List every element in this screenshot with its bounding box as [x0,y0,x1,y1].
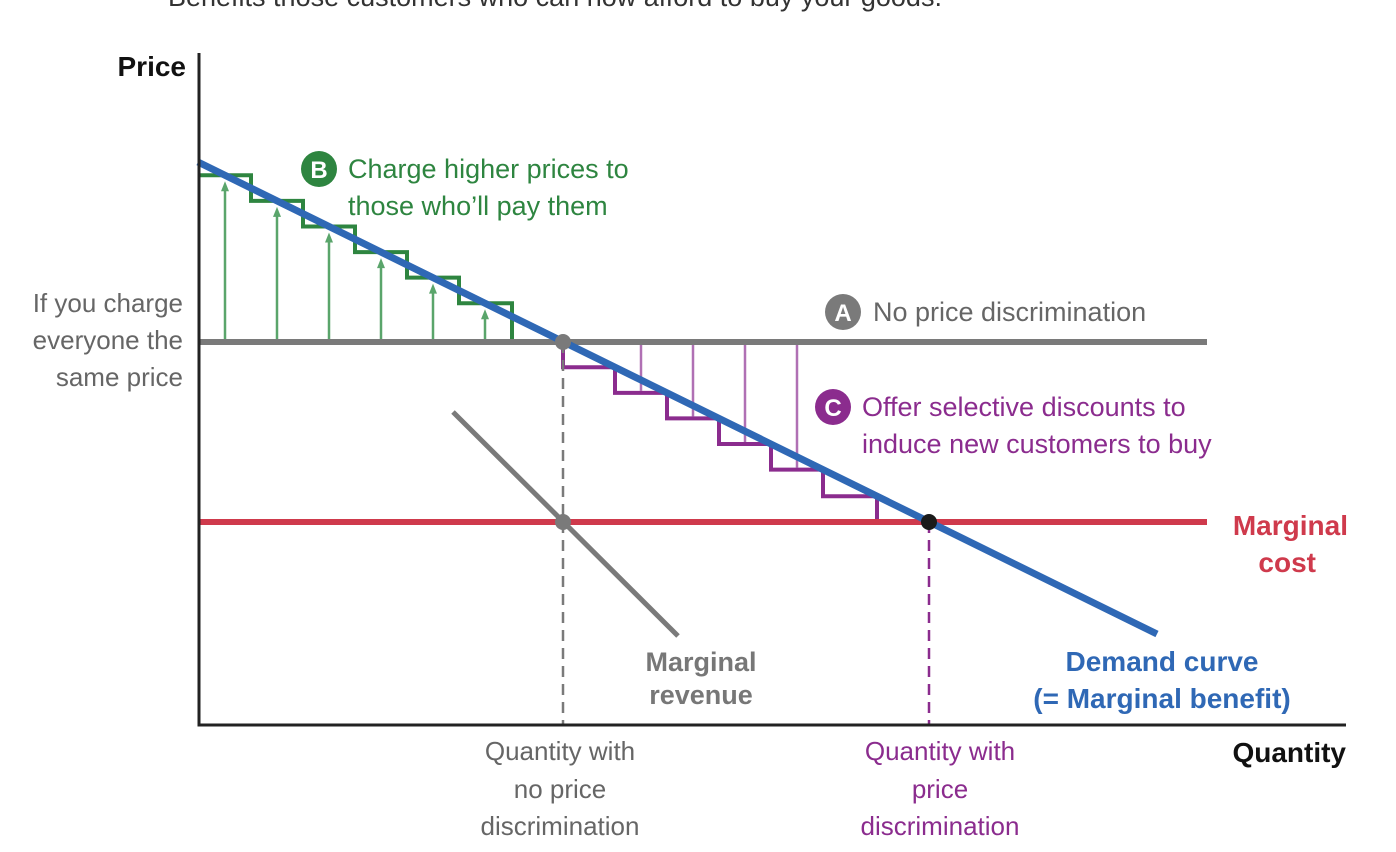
qty-no-pd-label-line-3: discrimination [481,811,640,841]
annotation-c-line-2: induce new customers to buy [862,429,1212,459]
left-label-line-1: If you charge [33,288,183,318]
green-arrow-head [325,232,333,243]
badge-c-circle [815,389,851,425]
marginal-revenue-label-line-1: Marginal [645,647,756,677]
demand-curve [196,158,1159,638]
green-arrow-head [429,283,437,294]
green-staircase [199,173,514,342]
marginal-cost-label-line-2: cost [1258,547,1316,578]
green-arrow-head [377,258,385,269]
green-arrow-head [481,309,489,320]
point-demand-mc [921,514,937,530]
badge-b-letter: B [310,157,327,184]
y-axis-label: Price [118,51,187,82]
badge-b-circle [301,151,337,187]
caption-partial: Benefits those customers who can now aff… [168,0,942,12]
green-arrow-head [273,206,281,217]
annotation-c-line-1: Offer selective discounts to [862,392,1186,422]
green-arrows [221,181,489,342]
qty-pd-label-line-2: price [912,774,968,804]
point-mr-mc [555,514,571,530]
point-uniform-price [555,334,571,350]
annotation-b-line-2: those who’ll pay them [348,191,608,221]
marginal-cost-label-line-1: Marginal [1233,510,1348,541]
qty-no-pd-label-line-2: no price [514,774,607,804]
left-label-line-2: everyone the [33,325,183,355]
qty-no-pd-label-line-1: Quantity with [485,736,635,766]
demand-label-line-2: (= Marginal benefit) [1033,683,1290,714]
left-label-line-3: same price [56,362,183,392]
badge-a-letter: A [834,300,851,327]
annotation-b-line-1: Charge higher prices to [348,154,629,184]
qty-pd-label-line-1: Quantity with [865,736,1015,766]
axes [197,53,1346,727]
marginal-revenue-label-line-2: revenue [649,680,753,710]
x-axis-label: Quantity [1232,737,1346,768]
qty-pd-label-line-3: discrimination [861,811,1020,841]
badge-c-letter: C [824,395,841,422]
demand-label-line-1: Demand curve [1066,646,1259,677]
purple-staircase [561,342,929,524]
annotation-a-text: No price discrimination [873,297,1146,327]
badge-a-circle [825,294,861,330]
green-arrow-head [221,181,229,192]
